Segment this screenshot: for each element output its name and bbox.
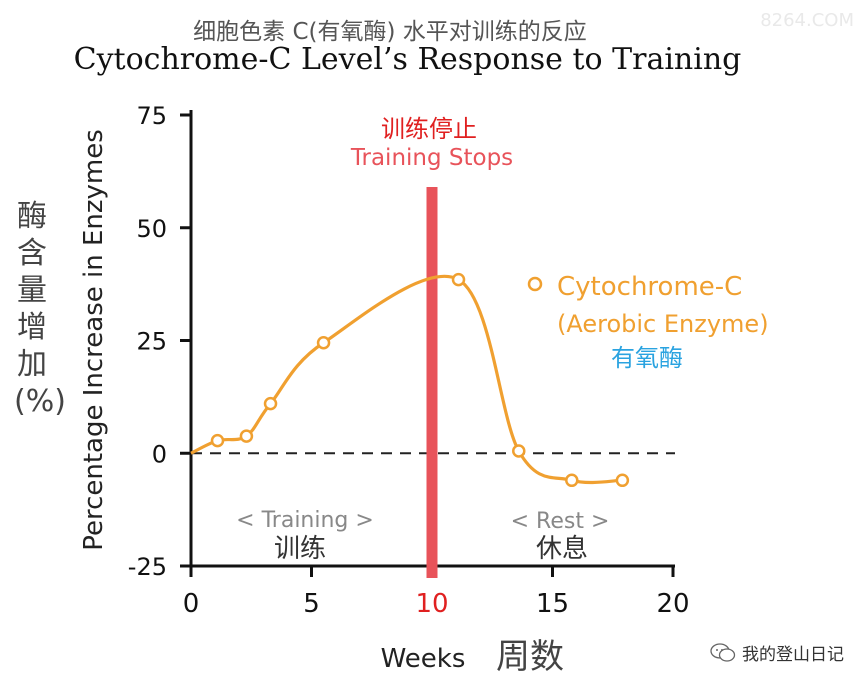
- y-axis-label-chinese: 酶含量增加(%): [14, 199, 66, 419]
- y-tick-label: 0: [152, 440, 167, 468]
- labels-layer: Cytochrome-C (Aerobic Enzyme) 有氧酶 < Trainin…: [236, 272, 768, 564]
- cytochrome-c-line: [190, 274, 623, 485]
- chart-title: Cytochrome-C Level’s Response to Trainin…: [73, 42, 742, 77]
- legend-label-chinese: 有氧酶: [611, 344, 683, 372]
- x-tick-label: 5: [303, 589, 320, 619]
- series-layer: [190, 272, 630, 488]
- watermark-text: 我的登山日记: [742, 645, 844, 665]
- training-stops-bar: [426, 187, 438, 578]
- data-point: [316, 336, 331, 350]
- training-phase-label: < Training >: [236, 508, 374, 533]
- x-axis-label: Weeks: [381, 644, 466, 674]
- x-tick-label: 10: [415, 589, 448, 619]
- x-axis-label-chinese: 周数: [496, 637, 564, 677]
- y-tick-label: -25: [128, 553, 167, 581]
- wechat-watermark: 我的登山日记: [710, 640, 844, 665]
- legend-label: Cytochrome-C: [557, 272, 742, 302]
- x-tick-label: 15: [536, 589, 569, 619]
- x-tick-label: 20: [656, 589, 689, 619]
- training-phase-label-chinese: 训练: [274, 534, 326, 564]
- y-tick-label: 25: [136, 328, 167, 356]
- rest-phase-label-chinese: 休息: [536, 534, 588, 564]
- data-point: [263, 396, 278, 411]
- y-tick-label: 75: [136, 102, 167, 130]
- watermark-top: 8264.COM: [760, 10, 854, 31]
- data-point: [565, 473, 579, 488]
- y-tick-label: 50: [136, 215, 167, 243]
- axes: 75 50 25 0 -25 0 5 10 15 20 Percentage Increase in…: [79, 102, 690, 677]
- x-tick-label: 0: [183, 589, 200, 619]
- data-point: [512, 444, 526, 458]
- data-point: [210, 433, 225, 448]
- training-stops-label-chinese: 训练停止: [381, 115, 477, 143]
- rest-phase-label: < Rest >: [511, 509, 610, 534]
- data-point: [451, 272, 466, 287]
- y-axis-label: Percentage Increase in Enzymes: [79, 129, 109, 551]
- training-stops-label: Training Stops: [350, 145, 513, 171]
- legend-label-sub: (Aerobic Enzyme): [557, 310, 769, 338]
- legend-marker: [527, 276, 543, 292]
- wechat-icon: [710, 642, 736, 662]
- data-point: [239, 429, 254, 443]
- data-point: [615, 473, 630, 488]
- chart-title-chinese: 细胞色素 C(有氧酶) 水平对训练的反应: [193, 19, 587, 45]
